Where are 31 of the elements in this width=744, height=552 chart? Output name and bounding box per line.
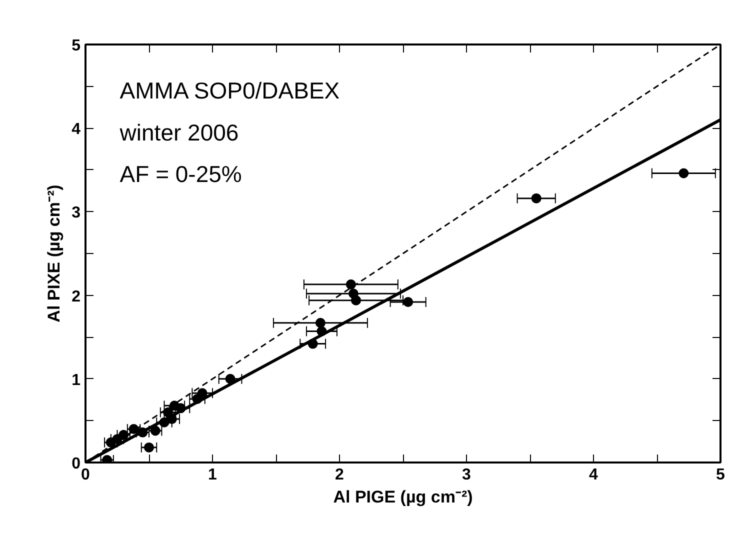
point [351, 295, 362, 306]
point [225, 374, 236, 384]
point [316, 326, 327, 336]
x-axis-title: Al PIGE (µg cm⁻²) [333, 488, 473, 506]
point [102, 455, 112, 462]
point [678, 168, 689, 178]
annotation: winter 2006 [118, 119, 239, 146]
point [176, 403, 186, 414]
point [315, 318, 326, 328]
x-tick-label: 2 [335, 466, 344, 484]
x-tick-label: 4 [589, 466, 598, 484]
y-tick-label: 2 [72, 288, 81, 306]
y-tick-label: 0 [72, 456, 81, 472]
point [144, 442, 154, 452]
point [403, 296, 414, 307]
y-axis-title: Al PIXE (µg cm⁻²) [44, 184, 64, 322]
y-tick-label: 5 [72, 38, 81, 54]
point [308, 338, 318, 349]
point [346, 279, 356, 290]
x-tick-label: 5 [716, 466, 726, 484]
annotation: AMMA SOP0/DABEX [120, 77, 340, 104]
point [166, 414, 177, 424]
x-tick-label: 1 [208, 466, 218, 484]
point [531, 193, 542, 204]
point [159, 417, 170, 428]
x-tick-label: 3 [462, 466, 472, 484]
point [197, 388, 208, 398]
annotation: AF = 0-25% [120, 161, 242, 188]
y-tick-label: 1 [72, 372, 81, 389]
y-tick-label: 4 [72, 121, 81, 138]
y-tick-label: 3 [72, 204, 81, 222]
